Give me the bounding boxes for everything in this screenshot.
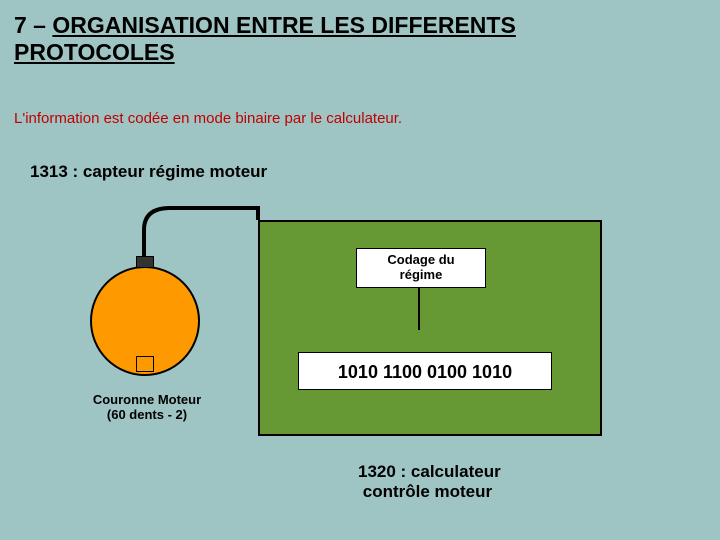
couronne-line2: (60 dents - 2)	[72, 407, 222, 422]
codage-line2: régime	[400, 267, 443, 282]
crown-notch	[136, 356, 154, 372]
codage-line1: Codage du	[387, 252, 454, 267]
caption-1320: 1320 : calculateur contrôle moteur	[358, 462, 501, 502]
couronne-line1: Couronne Moteur	[93, 392, 201, 407]
binary-value: 1010 1100 0100 1010	[338, 362, 512, 382]
caption-1313: 1313 : capteur régime moteur	[30, 162, 267, 182]
subtitle-text: L'information est codée en mode binaire …	[14, 110, 402, 127]
diagram-area: Couronne Moteur (60 dents - 2) Codage du…	[30, 200, 630, 450]
title-line2: PROTOCOLES	[14, 39, 175, 65]
title-prefix: 7 –	[14, 12, 52, 38]
arrow-down-icon	[412, 288, 426, 330]
sensor-wire	[90, 200, 290, 280]
couronne-label: Couronne Moteur (60 dents - 2)	[72, 392, 222, 422]
section-title: 7 – ORGANISATION ENTRE LES DIFFERENTS PR…	[14, 12, 516, 66]
caption-1320-line2: contrôle moteur	[363, 482, 492, 501]
title-line1: ORGANISATION ENTRE LES DIFFERENTS	[52, 12, 515, 38]
codage-box: Codage du régime	[356, 248, 486, 288]
sensor-tip	[136, 256, 154, 268]
caption-1320-line1: 1320 : calculateur	[358, 462, 501, 481]
binary-output-box: 1010 1100 0100 1010	[298, 352, 552, 390]
